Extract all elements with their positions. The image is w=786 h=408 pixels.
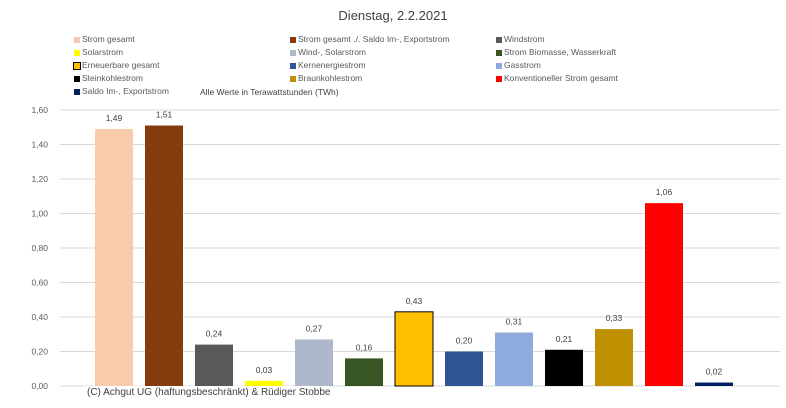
bar-11: [595, 329, 633, 386]
legend-label: Strom Biomasse, Wasserkraft: [504, 47, 617, 57]
bar-9: [495, 332, 533, 386]
y-tick-label: 1,20: [31, 174, 48, 184]
y-tick-label: 1,60: [31, 105, 48, 115]
bar-13: [695, 382, 733, 386]
data-label: 0,03: [256, 365, 273, 375]
legend-item: Braunkohlestrom: [290, 73, 362, 83]
legend-swatch: [74, 88, 80, 95]
legend-swatch: [496, 36, 502, 43]
bar-1: [95, 128, 133, 386]
legend-swatch: [496, 75, 502, 82]
data-label: 0,33: [606, 313, 623, 323]
legend-label: Saldo Im-, Exportstrom: [82, 86, 169, 96]
legend-item: Gasstrom: [496, 60, 541, 70]
bar-8: [445, 351, 483, 386]
data-label: 1,06: [656, 187, 673, 197]
legend-item: Konventioneller Strom gesamt: [496, 73, 618, 83]
legend-label: Kernenergiestrom: [298, 60, 366, 70]
legend-swatch: [496, 62, 502, 69]
y-tick-label: 0,20: [31, 347, 48, 357]
data-label: 0,16: [356, 342, 373, 352]
data-label: 0,31: [506, 317, 523, 327]
legend-swatch: [290, 49, 296, 56]
legend-item: Solarstrom: [74, 47, 123, 57]
legend-label: Wind-, Solarstrom: [298, 47, 367, 57]
legend-label: Strom gesamt: [82, 34, 135, 44]
legend-item: Kernenergiestrom: [290, 60, 366, 70]
y-tick-label: 0,00: [31, 381, 48, 391]
bar-5: [295, 339, 333, 386]
legend-label: Erneuerbare gesamt: [82, 60, 160, 70]
chart-title: Dienstag, 2.2.2021: [338, 8, 448, 23]
legend-swatch: [74, 49, 80, 56]
legend-label: Strom gesamt ./. Saldo Im-, Exportstrom: [298, 34, 450, 44]
legend-item: Strom Biomasse, Wasserkraft: [496, 47, 616, 57]
data-label: 0,20: [456, 336, 473, 346]
data-label: 1,51: [156, 110, 173, 120]
bar-12: [645, 203, 683, 386]
legend-swatch: [73, 61, 81, 70]
legend-swatch: [290, 36, 296, 43]
y-tick-label: 1,00: [31, 209, 48, 219]
y-tick-label: 0,40: [31, 312, 48, 322]
y-tick-label: 0,60: [31, 278, 48, 288]
legend-swatch: [290, 75, 296, 82]
legend-label: Braunkohlestrom: [298, 73, 363, 83]
legend-label: Gasstrom: [504, 60, 541, 70]
legend-item: Saldo Im-, Exportstrom: [74, 86, 169, 96]
bar-2: [145, 125, 183, 387]
legend-item: Erneuerbare gesamt: [73, 60, 160, 70]
legend-item: Steinkohlestrom: [74, 73, 143, 83]
bar-7: [394, 311, 434, 387]
legend-label: Konventioneller Strom gesamt: [504, 73, 618, 83]
legend-item: Windstrom: [496, 34, 545, 44]
legend-label: Solarstrom: [82, 47, 124, 57]
data-label: 0,27: [306, 323, 323, 333]
data-label: 1,49: [106, 113, 123, 123]
copyright-footer: (C) Achgut UG (haftungsbeschränkt) & Rüd…: [84, 386, 330, 399]
legend-swatch: [74, 75, 80, 82]
y-tick-label: 1,40: [31, 140, 48, 150]
legend-swatch: [74, 36, 80, 43]
data-label: 0,43: [406, 296, 423, 306]
data-label: 0,24: [206, 329, 223, 339]
data-label: 0,21: [556, 334, 573, 344]
data-label: 0,02: [706, 367, 723, 377]
units-note: Alle Werte in Terawattstunden (TWh): [200, 87, 339, 97]
bar-3: [195, 344, 233, 386]
y-tick-label: 0,80: [31, 243, 48, 253]
bar-10: [545, 349, 583, 386]
bar-6: [345, 358, 383, 386]
legend-swatch: [290, 62, 296, 69]
legend-item: Wind-, Solarstrom: [290, 47, 366, 57]
bar-4: [245, 380, 283, 386]
legend-item: Strom gesamt: [74, 34, 135, 44]
legend-label: Windstrom: [504, 34, 545, 44]
legend-label: Steinkohlestrom: [82, 73, 143, 83]
legend-swatch: [496, 49, 502, 56]
legend-item: Strom gesamt ./. Saldo Im-, Exportstrom: [290, 34, 450, 44]
